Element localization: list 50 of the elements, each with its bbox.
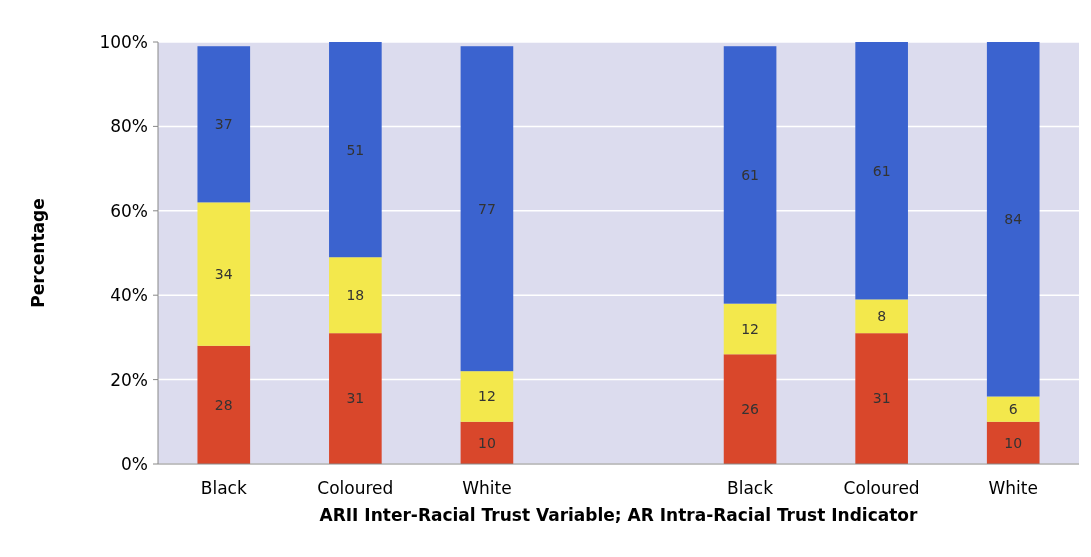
data-label: 77 bbox=[478, 200, 496, 217]
y-tick-label: 20% bbox=[110, 369, 148, 390]
data-label: 84 bbox=[1004, 211, 1023, 228]
x-tick-label: Black bbox=[727, 478, 774, 498]
y-tick-label: 40% bbox=[110, 285, 148, 306]
y-tick-label: 100% bbox=[99, 31, 148, 52]
y-axis-title: Percentage bbox=[28, 198, 48, 308]
bar bbox=[460, 46, 514, 372]
bar bbox=[197, 345, 251, 464]
data-label: 12 bbox=[741, 320, 759, 337]
data-label: 28 bbox=[214, 396, 233, 413]
bar bbox=[855, 333, 908, 464]
data-label: 37 bbox=[214, 116, 233, 133]
bar bbox=[197, 202, 251, 346]
x-axis-title: ARII Inter-Racial Trust Variable; AR Intra-Racial Trust Indicator bbox=[319, 505, 919, 525]
bar bbox=[723, 303, 777, 355]
data-label: 6 bbox=[1008, 401, 1018, 418]
bar bbox=[986, 421, 1040, 464]
bar bbox=[329, 42, 382, 258]
bar bbox=[460, 371, 514, 422]
bar bbox=[723, 354, 777, 464]
bar bbox=[329, 257, 382, 334]
data-label: 18 bbox=[346, 287, 365, 304]
bar bbox=[723, 46, 777, 304]
bar bbox=[986, 396, 1040, 422]
bar bbox=[460, 421, 514, 464]
y-tick-label: 0% bbox=[121, 453, 148, 474]
data-label: 10 bbox=[478, 434, 496, 451]
data-label: 61 bbox=[872, 162, 891, 179]
x-tick-label: Coloured bbox=[317, 478, 394, 498]
x-tick-label: Black bbox=[200, 478, 247, 498]
y-tick-label: 80% bbox=[110, 116, 148, 137]
bar bbox=[986, 42, 1040, 397]
data-label: 26 bbox=[741, 401, 760, 418]
x-tick-label: White bbox=[988, 478, 1038, 498]
bar bbox=[329, 333, 382, 464]
data-label: 12 bbox=[478, 388, 496, 405]
data-label: 8 bbox=[877, 308, 887, 325]
data-label: 31 bbox=[872, 390, 891, 407]
x-tick-label: White bbox=[462, 478, 512, 498]
data-label: 34 bbox=[214, 266, 233, 282]
bar bbox=[855, 42, 908, 300]
data-label: 61 bbox=[741, 166, 759, 183]
x-tick-label: Coloured bbox=[843, 478, 920, 498]
bar bbox=[855, 299, 908, 334]
data-label: 10 bbox=[1004, 434, 1023, 451]
bar bbox=[197, 46, 251, 203]
y-tick-label: 60% bbox=[110, 200, 148, 221]
data-label: 31 bbox=[346, 390, 365, 407]
data-label: 51 bbox=[346, 141, 365, 158]
